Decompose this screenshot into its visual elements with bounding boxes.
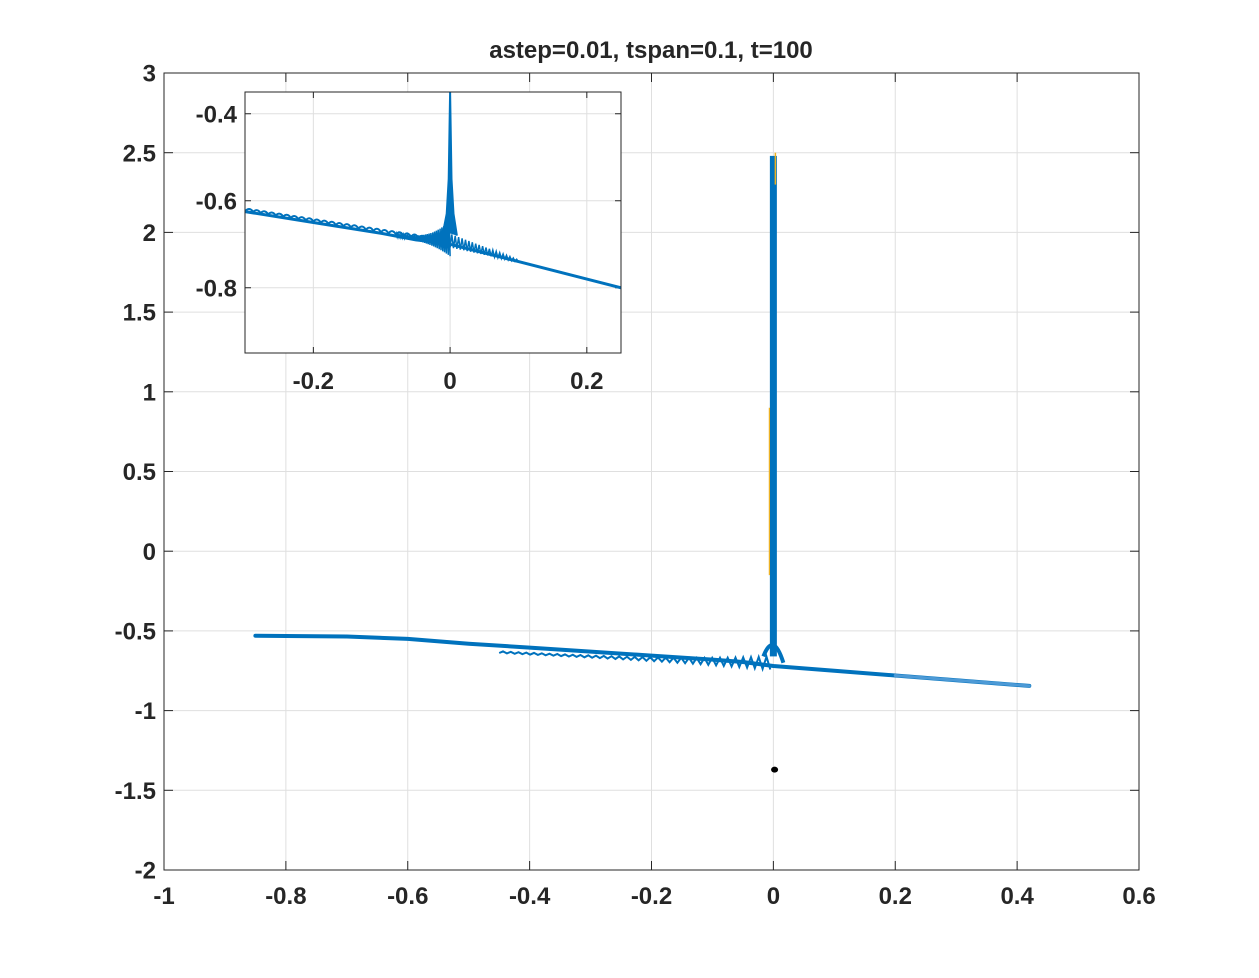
main-xtick-label: 0.4 [1000,883,1034,910]
inset-series-spike [442,92,458,236]
main-ytick-label: 2.5 [123,140,156,167]
main-xtick-label: 0 [767,883,780,910]
main-xtick-label: -0.6 [387,883,428,910]
main-ytick-label: -1 [135,698,156,725]
main-series-marker [771,766,779,773]
main-ytick-label: -1.5 [115,778,156,805]
main-ytick-label: -0.5 [115,619,156,646]
chart-title: astep=0.01, tspan=0.1, t=100 [489,37,813,64]
main-xtick-label: 0.6 [1122,883,1155,910]
inset-chart: -0.2 0 0.2 -0.4 -0.6 -0.8 [196,91,622,395]
main-series-spike [769,155,777,657]
inset-xtick-label: 0.2 [570,368,603,395]
inset-series-tail-band [449,234,520,263]
main-ytick-label: 0.5 [123,459,156,486]
inset-ytick-label: -0.8 [196,275,237,302]
main-xtick-label: -0.2 [631,883,672,910]
main-axes-box [163,72,1140,871]
main-ytick-label: 1 [143,379,156,406]
main-series-tail [893,674,1031,688]
main-series-oscillation [498,650,772,673]
inset-ytick-label: -0.6 [196,188,237,215]
main-ytick-label: 0 [143,539,156,566]
inset-data-layer [245,92,621,290]
inset-axes-box [244,91,622,354]
main-ytick-label: -2 [135,858,156,885]
main-ytick-label: 2 [143,220,156,247]
main-xtick-label: -0.4 [509,883,551,910]
inset-xtick-label: 0 [443,368,456,395]
inset-plot-area [245,92,621,353]
main-ytick-label: 1.5 [123,300,156,327]
main-ytick-label: 3 [143,61,156,88]
main-data-layer [253,152,1032,773]
main-series-spike-base [761,643,786,664]
inset-ytick-label: -0.4 [196,101,238,128]
inset-xtick-label: -0.2 [293,368,334,395]
inset-series-oscillation [394,221,451,257]
main-xtick-label: -1 [153,883,174,910]
main-xtick-label: 0.2 [879,883,912,910]
main-xtick-label: -0.8 [265,883,306,910]
